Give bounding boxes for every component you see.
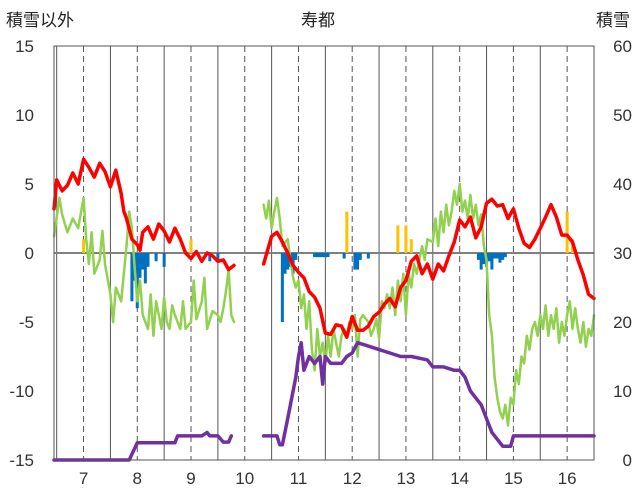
red-series-line xyxy=(52,157,236,272)
green-series-line xyxy=(262,182,596,427)
blue-bar xyxy=(318,253,322,258)
blue-bar xyxy=(358,253,362,260)
left-tick-label: -15 xyxy=(9,451,34,470)
x-tick-label: 12 xyxy=(343,469,362,488)
blue-bar xyxy=(487,253,491,262)
blue-bar xyxy=(135,253,139,309)
blue-bar xyxy=(141,253,145,270)
blue-bar xyxy=(479,253,483,270)
blue-bar xyxy=(146,253,150,267)
left-tick-label: 10 xyxy=(15,106,34,125)
orange-bar xyxy=(345,211,349,253)
right-tick-label: 20 xyxy=(613,313,632,332)
blue-bar xyxy=(154,253,158,262)
orange-bar xyxy=(82,239,86,253)
right-axis-label: 積雪 xyxy=(596,11,630,31)
blue-bar xyxy=(342,253,346,259)
blue-bar xyxy=(366,253,370,259)
x-tick-label: 11 xyxy=(290,469,308,488)
left-tick-label: -10 xyxy=(9,382,34,401)
x-tick-label: 10 xyxy=(235,469,254,488)
orange-bar xyxy=(565,211,569,253)
orange-bar xyxy=(189,239,193,253)
blue-bar xyxy=(498,253,502,263)
left-tick-label: -5 xyxy=(19,313,34,332)
orange-bar xyxy=(409,239,413,253)
blue-bar xyxy=(280,253,284,322)
blue-bar xyxy=(353,253,357,270)
blue-bar xyxy=(216,253,220,260)
blue-bar xyxy=(162,253,166,267)
purple-series-line xyxy=(52,430,234,462)
x-tick-label: 14 xyxy=(450,469,469,488)
blue-bar xyxy=(476,253,480,260)
x-tick-label: 7 xyxy=(79,469,88,488)
left-tick-label: 5 xyxy=(25,175,34,194)
x-tick-label: 8 xyxy=(133,469,142,488)
blue-bar xyxy=(315,253,319,258)
right-tick-label: 60 xyxy=(613,37,632,56)
blue-bar xyxy=(286,253,290,270)
blue-bar xyxy=(482,253,486,265)
right-tick-label: 10 xyxy=(613,382,632,401)
blue-bar xyxy=(313,253,317,258)
x-tick-label: 16 xyxy=(558,469,577,488)
right-tick-label: 50 xyxy=(613,106,632,125)
blue-bar xyxy=(356,253,360,270)
left-tick-label: 15 xyxy=(15,37,34,56)
plot-area-frame xyxy=(53,45,595,461)
blue-bar xyxy=(323,253,327,258)
blue-bar xyxy=(143,253,147,284)
blue-bar xyxy=(321,253,325,258)
orange-bar xyxy=(396,225,400,253)
blue-bar xyxy=(138,253,142,278)
blue-bar xyxy=(326,253,330,258)
line-series xyxy=(52,157,596,462)
blue-bar xyxy=(294,253,298,260)
blue-bar xyxy=(208,253,212,262)
blue-bar xyxy=(283,253,287,274)
red-series-line xyxy=(261,197,596,339)
green-series-line xyxy=(52,196,236,338)
right-tick-label: 0 xyxy=(623,451,632,470)
right-axis-ticks: 60 50 40 30 20 10 0 xyxy=(613,37,632,470)
blue-bar xyxy=(501,253,505,260)
blue-bar xyxy=(130,253,134,302)
blue-bar xyxy=(495,253,499,259)
purple-series-line xyxy=(261,340,596,448)
left-tick-label: 0 xyxy=(25,244,34,263)
left-axis-ticks: 15 10 5 0 -5 -10 -15 xyxy=(9,37,34,470)
orange-bar xyxy=(404,225,408,253)
chart-title: 寿都 xyxy=(301,11,335,31)
right-tick-label: 40 xyxy=(613,175,632,194)
blue-bar xyxy=(503,253,507,258)
blue-bar xyxy=(490,253,494,270)
blue-bar xyxy=(493,253,497,259)
x-tick-label: 15 xyxy=(504,469,523,488)
x-tick-label: 9 xyxy=(186,469,195,488)
left-axis-label: 積雪以外 xyxy=(6,11,74,31)
x-tick-label: 13 xyxy=(396,469,415,488)
x-axis-ticks: 7 8 9 10 11 12 13 14 15 16 xyxy=(79,469,577,488)
right-tick-label: 30 xyxy=(613,244,632,263)
